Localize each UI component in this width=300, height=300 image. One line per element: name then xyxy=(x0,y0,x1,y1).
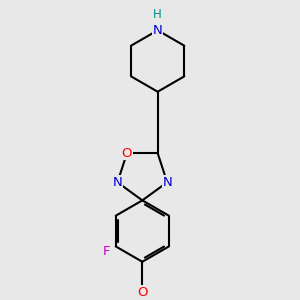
Text: H: H xyxy=(153,8,162,22)
Text: N: N xyxy=(162,176,172,189)
Text: O: O xyxy=(137,286,148,299)
Text: N: N xyxy=(112,176,122,189)
Text: O: O xyxy=(122,147,132,160)
Text: N: N xyxy=(153,24,163,37)
Text: F: F xyxy=(103,245,110,258)
